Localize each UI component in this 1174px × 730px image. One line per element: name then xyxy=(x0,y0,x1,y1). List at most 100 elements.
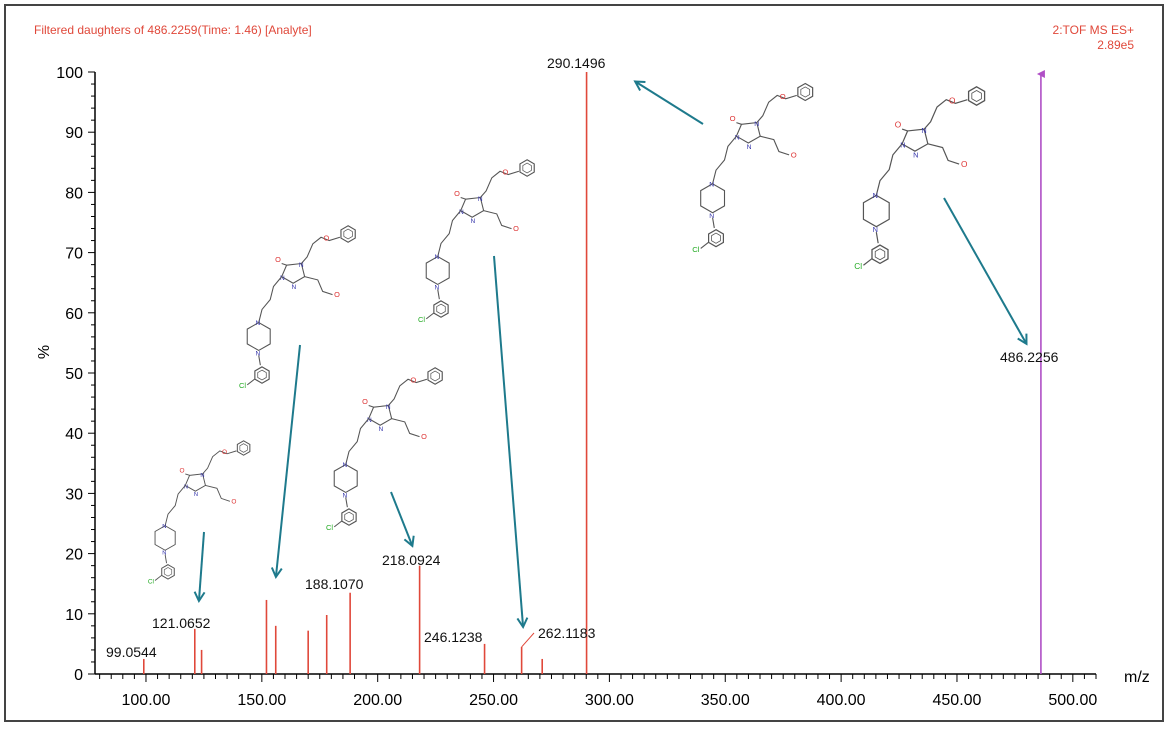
x-axis-label: m/z xyxy=(1124,669,1150,686)
triazolone-ring xyxy=(368,404,393,426)
atom-label: N xyxy=(434,254,439,261)
y-tick-label: 70 xyxy=(65,246,83,263)
atom-label: O xyxy=(324,234,330,243)
y-tick-label: 90 xyxy=(65,125,83,142)
bond xyxy=(736,122,742,125)
bond-chain xyxy=(202,450,237,475)
bond-chain xyxy=(304,276,333,296)
structure-drawings: OONNNONNClOONNNONNClOONNNONNClOONNNONNCl… xyxy=(148,82,986,585)
bond-chain xyxy=(345,418,370,465)
x-tick-label: 400.00 xyxy=(817,692,866,709)
chlorophenyl-ring xyxy=(871,244,889,265)
atom-label: N xyxy=(162,551,166,557)
bond xyxy=(154,575,162,581)
atom-label: O xyxy=(454,189,460,198)
piperazine-ring xyxy=(154,525,176,551)
bond-chain xyxy=(387,378,428,406)
atom-label: O xyxy=(222,449,227,456)
bond xyxy=(712,217,715,229)
bond-chain xyxy=(164,485,186,526)
bond-chain xyxy=(391,418,420,438)
phenyl-ring xyxy=(797,82,814,102)
fragment-arrow-486 xyxy=(943,197,1026,343)
chlorophenyl-ring xyxy=(708,229,724,248)
atom-label: N xyxy=(162,524,166,530)
atom-label: N xyxy=(194,492,198,498)
bond-chain xyxy=(756,94,797,123)
bond xyxy=(425,312,434,320)
bond xyxy=(901,128,908,132)
spectrum-header-info: 2:TOF MS ES+ 2.89e5 xyxy=(1053,23,1134,53)
piperazine-ring xyxy=(862,194,890,228)
atom-label: O xyxy=(780,92,786,101)
atom-label: N xyxy=(280,275,285,282)
y-tick-label: 10 xyxy=(65,607,83,624)
triazolone-ring xyxy=(460,196,485,218)
phenyl-ring xyxy=(427,367,443,385)
fragment-arrow-121 xyxy=(199,531,204,600)
y-tick-label: 100 xyxy=(56,65,83,82)
x-tick-label: 200.00 xyxy=(353,692,402,709)
peaks xyxy=(142,70,1045,674)
atom-label: N xyxy=(735,135,740,142)
peak-label: 99.0544 xyxy=(106,644,157,660)
peak-labels: 99.0544 121.0652 188.1070 218.0924 246.1238 2… xyxy=(106,55,1059,660)
bond-chain xyxy=(205,484,231,502)
x-tick-label: 250.00 xyxy=(469,692,518,709)
bond-chain xyxy=(712,135,737,184)
atom-label: O xyxy=(411,376,417,385)
peak-label: 486.2256 xyxy=(1000,349,1059,365)
y-tick-label: 80 xyxy=(65,185,83,202)
phenyl-ring xyxy=(519,159,535,177)
bond xyxy=(863,258,873,266)
bond-chain xyxy=(437,210,462,257)
bond-chain xyxy=(927,143,960,165)
x-tick-label: 350.00 xyxy=(701,692,750,709)
atom-label: N xyxy=(873,191,878,200)
atom-label: N xyxy=(255,320,260,327)
atom-label: Cl xyxy=(239,381,246,390)
fragment-arrows xyxy=(199,82,1026,626)
bond-chain xyxy=(479,170,520,198)
atom-label: N xyxy=(478,196,483,203)
chlorophenyl-ring xyxy=(161,564,175,580)
atom-label: Cl xyxy=(418,315,425,324)
bond xyxy=(164,554,168,564)
atom-label: O xyxy=(421,432,427,441)
atom-label: Cl xyxy=(854,262,862,271)
y-tick-label: 60 xyxy=(65,306,83,323)
bond-chain xyxy=(923,98,968,130)
triazolone-ring xyxy=(281,262,306,284)
atom-label: N xyxy=(342,462,347,469)
fragment-arrow-262 xyxy=(493,255,523,626)
atom-label: Cl xyxy=(326,523,333,532)
triazolone-ring xyxy=(184,473,206,492)
peak-label: 246.1238 xyxy=(424,629,483,645)
atom-label: N xyxy=(459,209,464,216)
atom-label: N xyxy=(386,404,391,411)
instrument-mode: 2:TOF MS ES+ xyxy=(1052,23,1134,37)
y-tick-label: 30 xyxy=(65,486,83,503)
atom-label: O xyxy=(275,255,281,264)
atom-label: N xyxy=(873,225,878,234)
atom-label: N xyxy=(921,126,926,135)
bond xyxy=(437,289,440,300)
bond xyxy=(368,405,374,408)
piperazine-ring xyxy=(246,321,271,352)
triazolone-ring xyxy=(901,128,929,152)
atom-label: O xyxy=(961,160,968,169)
bond xyxy=(875,232,879,244)
atom-label: O xyxy=(362,397,368,406)
atom-label: N xyxy=(255,350,260,357)
piperazine-ring xyxy=(700,183,726,214)
atom-label: O xyxy=(180,467,185,474)
atom-label: N xyxy=(299,262,304,269)
atom-label: N xyxy=(900,141,905,150)
y-tick-label: 50 xyxy=(65,366,83,383)
x-tick-label: 150.00 xyxy=(237,692,286,709)
fragment-arrow-152 xyxy=(276,344,301,576)
atom-label: Cl xyxy=(692,245,700,254)
atom-label: N xyxy=(434,284,439,291)
bond xyxy=(185,473,190,476)
